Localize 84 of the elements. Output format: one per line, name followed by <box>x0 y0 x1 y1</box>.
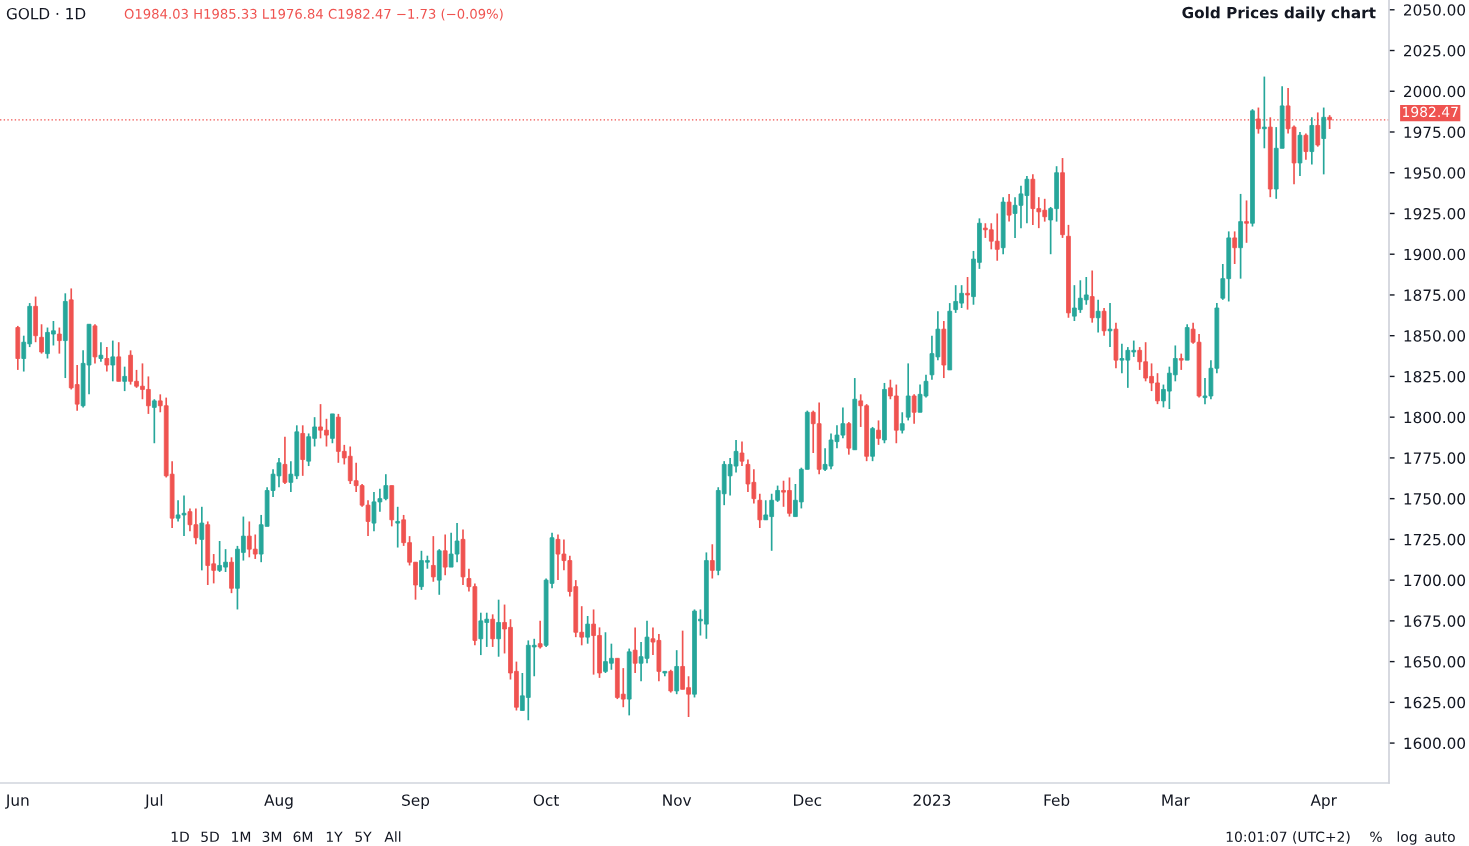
candlestick <box>104 346 110 373</box>
candlestick <box>1095 299 1101 334</box>
y-tick-label: 1950.00 <box>1404 167 1466 179</box>
x-tick-label: Jul <box>144 794 163 809</box>
y-tick-label: 1800.00 <box>1404 411 1466 424</box>
text: 10:01:07 (UTC+2) <box>1226 831 1350 844</box>
y-tick-label: 1725.00 <box>1404 533 1466 546</box>
text: 6M <box>293 831 313 843</box>
candlestick <box>1006 193 1012 223</box>
annotation: GOLD · 1D <box>6 7 86 20</box>
y-tick-label: 1925.00 <box>1404 207 1466 220</box>
text: auto <box>1425 832 1455 843</box>
candlestick <box>965 276 970 311</box>
x-tick-label: Nov <box>663 794 692 806</box>
x-tick-label: 2023 <box>913 794 951 806</box>
candlestick <box>151 398 157 445</box>
candlestick <box>1178 352 1184 371</box>
candlestick <box>430 535 436 583</box>
candlestick <box>632 626 638 674</box>
candlestick <box>585 615 590 645</box>
y-tick-label: 1775.00 <box>1404 452 1466 464</box>
y-tick-label: 2000.00 <box>1404 85 1466 98</box>
candlestick <box>98 341 104 363</box>
candlestick <box>876 419 881 446</box>
candlestick <box>282 435 288 485</box>
y-tick-label: 1675.00 <box>1404 615 1466 627</box>
text: log <box>1397 831 1417 845</box>
candlestick <box>39 323 44 355</box>
y-tick-label: 2025.00 <box>1404 44 1466 57</box>
text: 1D <box>171 831 189 842</box>
x-tick-label: Dec <box>794 794 822 806</box>
y-tick-label: 1625.00 <box>1404 696 1466 709</box>
candlestick <box>442 533 448 577</box>
candlestick <box>905 362 911 422</box>
y-tick-label: 1975.00 <box>1404 126 1466 139</box>
candlestick <box>1089 269 1095 324</box>
text: 5Y <box>355 831 372 843</box>
x-tick-label: Feb <box>1044 794 1070 806</box>
annotation: O1984.03 H1985.33 L1976.84 C1982.47 −1.73 (−0.09%) <box>124 8 503 21</box>
x-tick-label: Mar <box>1162 794 1190 806</box>
ref-line-label: 1982.47 <box>1403 106 1458 118</box>
x-tick-label: Apr <box>1310 794 1337 809</box>
candlestick <box>1303 132 1309 161</box>
candlestick <box>709 543 715 580</box>
x-tick-label: Oct <box>533 794 559 806</box>
candlestick <box>395 505 401 549</box>
candlestick <box>1315 111 1321 148</box>
y-tick-label: 1750.00 <box>1404 493 1466 505</box>
y-tick-label: 1825.00 <box>1404 370 1466 383</box>
y-tick-label: 1650.00 <box>1404 656 1466 668</box>
candlestick <box>537 620 543 650</box>
x-tick-label: Jun <box>5 794 29 809</box>
y-tick-label: 1600.00 <box>1404 737 1466 750</box>
candlestick <box>1107 302 1113 348</box>
candlestick <box>496 598 501 658</box>
candlestick <box>1262 75 1267 150</box>
text: 3M <box>262 831 282 843</box>
y-tick-label: 1850.00 <box>1404 330 1466 342</box>
candlestick <box>739 440 745 467</box>
candlestick <box>490 613 496 648</box>
candlestick <box>122 365 127 392</box>
text: 1M <box>232 831 251 842</box>
candlestick <box>199 505 205 572</box>
chart-title: Gold Prices daily chart <box>1182 6 1376 22</box>
text: 1Y <box>326 831 343 842</box>
y-tick-label: 2050.00 <box>1404 4 1466 16</box>
candlestick <box>110 339 116 383</box>
candlestick <box>1321 106 1327 176</box>
candlestick <box>57 326 62 355</box>
candlestick <box>911 393 917 425</box>
candlestick <box>1244 199 1249 244</box>
y-tick-label: 1900.00 <box>1404 248 1466 261</box>
text: % <box>1370 831 1382 843</box>
candlestick <box>1101 307 1107 337</box>
y-tick-label: 1875.00 <box>1404 289 1466 301</box>
y-tick-label: 1700.00 <box>1404 574 1466 587</box>
candlestick <box>1232 230 1238 265</box>
candlestick <box>668 668 674 694</box>
text: All <box>384 831 401 842</box>
x-tick-label: Aug <box>264 794 293 809</box>
x-tick-label: Sep <box>402 794 430 809</box>
candlestick <box>899 411 905 435</box>
candlestick <box>757 492 763 529</box>
text: 5D <box>201 831 219 843</box>
